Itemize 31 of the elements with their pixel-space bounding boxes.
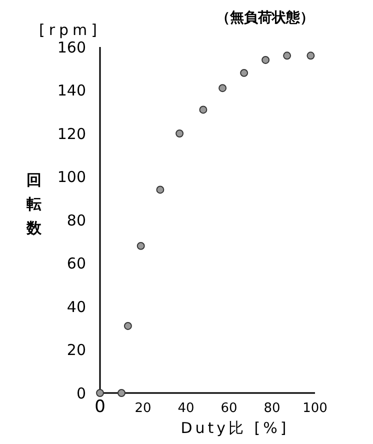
- y-tick-label: 60: [66, 254, 86, 272]
- point: [218, 84, 227, 92]
- chart-title: （無負荷状態）: [216, 9, 314, 26]
- point: [240, 68, 248, 77]
- point: [124, 322, 132, 330]
- x-tick-label: 20: [134, 401, 152, 416]
- x-axis-title: Duty比 [%]: [180, 419, 290, 437]
- point: [199, 106, 208, 114]
- x-tick-label: 100: [302, 401, 328, 416]
- y-tick-label: 160: [57, 38, 86, 56]
- x-tick-label: 80: [264, 401, 280, 416]
- point: [156, 186, 164, 194]
- point: [96, 389, 104, 397]
- point: [262, 56, 270, 64]
- point: [283, 52, 292, 60]
- point: [306, 52, 315, 60]
- point: [118, 389, 126, 397]
- x-tick-label: 40: [178, 401, 194, 416]
- y-tick-label: 120: [57, 124, 86, 143]
- y-tick-label: 20: [66, 341, 86, 359]
- y-tick-label: 40: [66, 298, 86, 316]
- point: [176, 130, 184, 138]
- point: [136, 242, 145, 250]
- y-axis-title: 回転数: [26, 171, 42, 237]
- y-tick-label: 0: [76, 384, 86, 402]
- x-tick-label: 60: [220, 401, 238, 416]
- y-tick-label: 100: [57, 168, 86, 186]
- text: [rpm]: [38, 21, 102, 39]
- x-tick-label: 0: [94, 397, 106, 417]
- y-tick-label: 80: [66, 211, 86, 230]
- y-tick-label: 140: [57, 82, 86, 100]
